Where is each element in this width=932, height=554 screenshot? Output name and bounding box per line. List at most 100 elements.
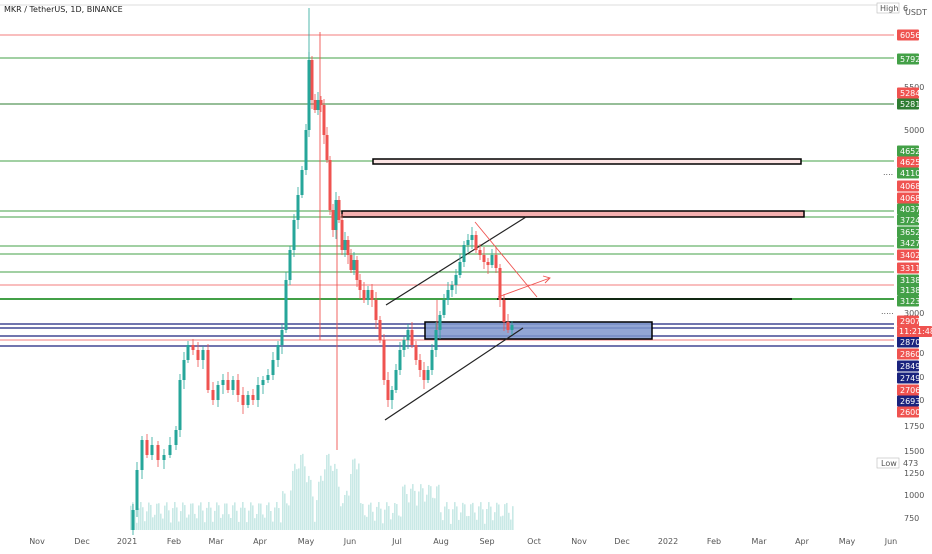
volume-bar xyxy=(364,515,366,530)
volume-bar xyxy=(138,508,140,530)
candle xyxy=(382,340,386,380)
volume-bar xyxy=(146,511,148,530)
dots-marker: .... xyxy=(883,168,893,177)
price-badge xyxy=(897,203,919,215)
volume-bar xyxy=(194,513,196,530)
candle xyxy=(478,250,482,255)
volume-bar xyxy=(312,496,314,530)
candles xyxy=(131,8,514,535)
volume-bar xyxy=(372,511,374,530)
volume-bar xyxy=(232,505,234,530)
candle xyxy=(246,395,250,405)
candle xyxy=(271,360,275,375)
price-badge xyxy=(897,360,919,372)
volume-bar xyxy=(276,502,278,530)
volume-bar xyxy=(244,507,246,530)
volume-bar xyxy=(182,502,184,530)
candle xyxy=(498,268,502,300)
candle xyxy=(307,60,311,130)
price-badge xyxy=(897,274,919,286)
candle xyxy=(145,440,149,455)
time-tick-label: Nov xyxy=(29,537,45,546)
candle xyxy=(276,345,280,360)
volume-bar xyxy=(202,510,204,530)
volume-bar xyxy=(378,502,380,530)
volume-bar xyxy=(238,521,240,530)
price-badges: 6056 5792 5284 5281 4652 4625 4110 4068 4068 4037… xyxy=(897,29,932,418)
candle xyxy=(494,255,498,268)
price-badge-label: 4110 xyxy=(900,169,920,178)
volume-bar xyxy=(236,510,238,530)
volume-bar xyxy=(454,502,456,530)
volume-bar xyxy=(430,486,432,530)
price-badge-label: 2749 xyxy=(900,374,920,383)
candle xyxy=(140,440,144,470)
low-value: 473 xyxy=(903,459,918,468)
volume-bar xyxy=(220,517,222,530)
candle xyxy=(316,100,320,110)
candle xyxy=(168,445,172,455)
candle xyxy=(310,60,314,100)
candle xyxy=(442,300,446,315)
time-tick-label: Mar xyxy=(751,537,767,546)
volume-bar xyxy=(440,512,442,530)
volume-bar xyxy=(474,512,476,530)
volume-bar xyxy=(448,509,450,530)
volume-bar xyxy=(148,502,150,530)
volume-bar xyxy=(504,504,506,530)
volume-bar xyxy=(486,509,488,530)
candle xyxy=(178,380,182,430)
volume-bar xyxy=(508,512,510,530)
price-badge-label: 3123 xyxy=(900,297,920,306)
candle xyxy=(470,235,474,240)
volume-bar xyxy=(414,490,416,530)
volume-bar xyxy=(334,463,336,530)
candle xyxy=(394,370,398,390)
time-tick-label: Dec xyxy=(74,537,89,546)
volume-bar xyxy=(286,503,288,530)
volume-bar xyxy=(392,512,394,530)
candle xyxy=(355,260,359,280)
candle xyxy=(426,370,430,380)
volume-bar xyxy=(184,505,186,530)
volume-bar xyxy=(250,502,252,530)
price-badge xyxy=(897,214,919,226)
candle xyxy=(328,160,332,210)
volume-bar xyxy=(462,502,464,530)
price-badge xyxy=(897,284,919,296)
countdown-badge xyxy=(897,326,932,337)
price-badge xyxy=(897,406,919,418)
price-badge-label: 2849 xyxy=(900,362,920,371)
candle xyxy=(398,350,402,370)
price-tick-label: 1250 xyxy=(904,469,924,478)
volume-bar xyxy=(304,466,306,530)
volume-bar xyxy=(356,469,358,530)
volume-bar xyxy=(456,506,458,530)
volume-bar xyxy=(410,488,412,530)
volume-bar xyxy=(168,510,170,530)
candle xyxy=(313,100,317,110)
volume-bar xyxy=(340,506,342,530)
volume-bar xyxy=(188,514,190,530)
volume-bar xyxy=(442,520,444,530)
volume-bar xyxy=(248,510,250,530)
volume-bar xyxy=(306,482,308,530)
volume-bar xyxy=(208,502,210,530)
volume-bar xyxy=(432,497,434,530)
volume-bar xyxy=(176,507,178,530)
volume-bar xyxy=(166,502,168,530)
volume-bar xyxy=(258,503,260,530)
volume-bar xyxy=(292,470,294,530)
drawings xyxy=(319,32,805,450)
candle xyxy=(201,350,205,360)
candle xyxy=(346,240,350,255)
price-badge-label: 2870 xyxy=(900,338,920,347)
volume-bar xyxy=(154,514,156,530)
volume-bar xyxy=(150,504,152,530)
candle xyxy=(280,330,284,345)
volume-bar xyxy=(218,505,220,530)
volume-bar xyxy=(366,516,368,530)
time-tick-label: Jun xyxy=(884,537,898,546)
